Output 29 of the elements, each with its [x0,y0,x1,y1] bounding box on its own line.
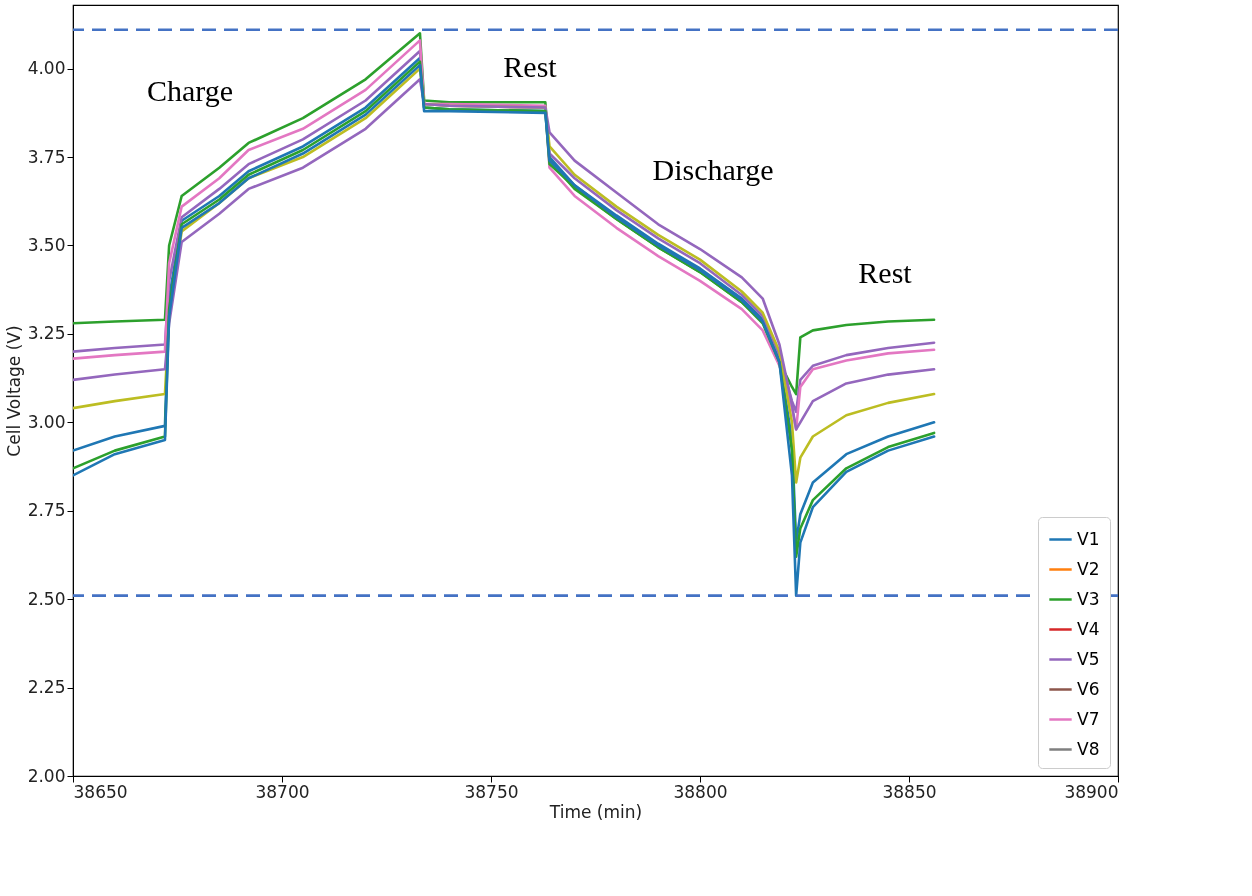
legend-label: V4 [1077,618,1100,639]
y-tick-label: 3.25 [27,323,66,344]
legend-label: V1 [1077,528,1100,549]
legend-label: V3 [1077,588,1100,609]
y-tick-label: 2.25 [27,677,66,698]
annotation: Rest [858,256,913,289]
y-tick-label: 3.00 [27,411,66,432]
y-tick-label: 2.50 [27,588,66,609]
legend-label: V8 [1077,738,1100,759]
x-tick-label: 38700 [255,781,310,802]
x-tick-label: 38900 [1064,781,1119,802]
y-tick-label: 3.75 [27,146,66,167]
x-axis-title: Time (min) [548,801,643,822]
x-tick-label: 38850 [882,781,937,802]
x-tick-label: 38750 [464,781,519,802]
annotation: Rest [503,50,558,83]
legend-label: V5 [1077,648,1100,669]
y-tick-label: 3.50 [27,235,66,255]
y-tick-label: 2.75 [27,500,66,521]
legend-label: V6 [1077,678,1100,699]
y-tick-label: 4.00 [27,58,66,79]
annotation: Discharge [652,153,774,186]
x-tick-label: 38650 [73,781,128,802]
y-tick-label: 2.00 [27,765,66,786]
x-tick-label: 38800 [673,781,728,802]
legend-label: V7 [1077,708,1100,729]
annotation: Charge [146,74,234,107]
legend-label: V2 [1077,558,1100,579]
y-axis-title: Cell Voltage (V) [3,325,24,457]
